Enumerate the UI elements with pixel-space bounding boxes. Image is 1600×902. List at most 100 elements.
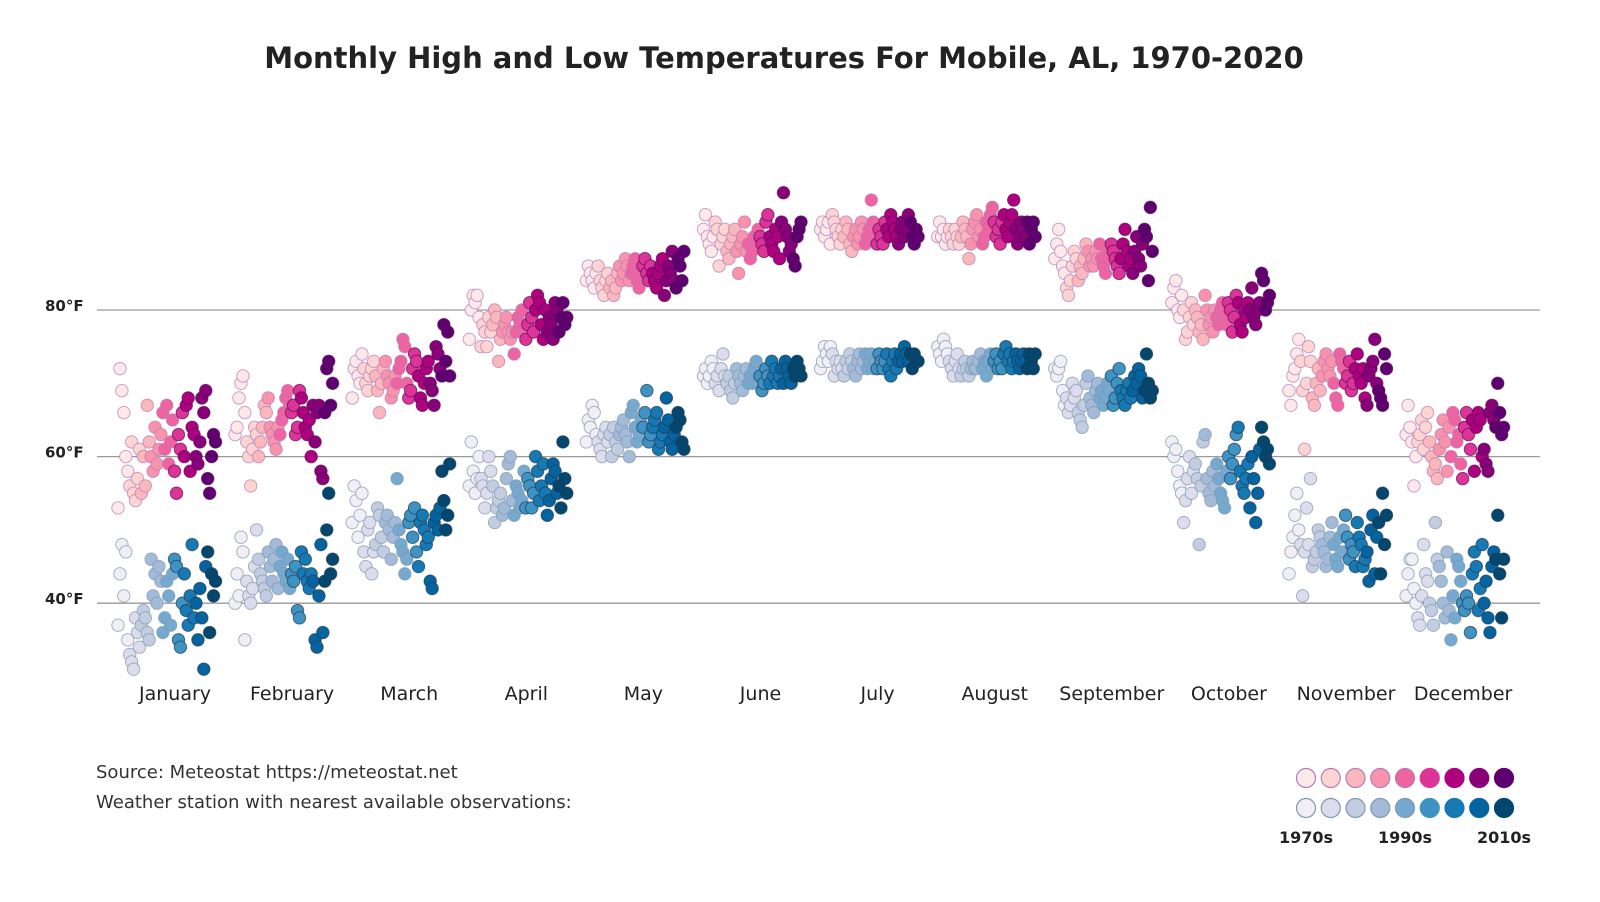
low-temp-point-march-1997: [398, 567, 412, 581]
month-label: April: [505, 683, 548, 705]
low-temp-point-january-2019: [206, 589, 221, 603]
low-temp-point-may-2011: [659, 391, 674, 405]
low-temp-point-october-1972: [1169, 442, 1183, 456]
low-temp-point-april-2014: [548, 464, 562, 478]
low-temp-point-october-2002: [1227, 442, 1242, 456]
high-temp-point-march-2018: [439, 354, 453, 369]
legend-low-swatch: [1370, 797, 1391, 819]
low-temp-point-march-1993: [390, 471, 404, 486]
low-temp-point-november-1981: [1303, 471, 1318, 486]
low-temp-point-november-1974: [1290, 486, 1304, 500]
high-temp-point-february-1986: [259, 405, 273, 420]
high-temp-point-august-2009: [1007, 193, 1021, 207]
low-temp-point-december-1979: [1416, 537, 1431, 552]
high-temp-point-april-2018: [556, 295, 570, 310]
low-temp-point-december-2018: [1493, 567, 1507, 581]
low-temp-point-march-2019: [441, 508, 455, 522]
low-temp-point-december-1971: [1401, 567, 1415, 581]
low-temp-point-december-1995: [1448, 611, 1462, 625]
low-temp-point-october-2014: [1251, 486, 1265, 500]
high-temp-point-february-1983: [253, 435, 268, 449]
high-temp-point-september-2003: [1112, 266, 1126, 281]
low-temp-point-may-2001: [640, 383, 654, 398]
low-temp-point-january-1986: [142, 633, 156, 647]
low-temp-point-november-2020: [1379, 508, 1394, 522]
high-temp-point-november-2010: [1360, 398, 1374, 412]
month-label: July: [860, 683, 895, 705]
high-temp-point-april-2020: [560, 310, 574, 325]
low-temp-point-december-2010: [1477, 596, 1491, 610]
high-temp-point-january-1970: [111, 501, 125, 515]
low-temp-point-february-2019: [323, 567, 338, 581]
high-temp-point-march-2006: [415, 398, 430, 412]
low-temp-point-january-1981: [132, 640, 147, 654]
low-temp-point-may-1994: [626, 398, 640, 412]
low-temp-point-december-1983: [1424, 603, 1439, 618]
low-temp-point-march-2009: [421, 530, 435, 544]
high-temp-point-may-2019: [675, 273, 689, 288]
low-temp-point-april-1980: [482, 449, 496, 464]
high-temp-point-march-2009: [421, 354, 435, 369]
y-tick-label: 60°F: [45, 444, 84, 462]
high-temp-point-december-1993: [1444, 449, 1458, 464]
high-temp-point-january-1992: [154, 427, 168, 442]
low-temp-point-december-2013: [1483, 625, 1497, 640]
high-temp-point-september-2006: [1118, 222, 1132, 237]
high-temp-point-january-2020: [208, 435, 223, 449]
low-temp-point-january-1975: [121, 633, 135, 647]
low-temp-point-november-2019: [1377, 537, 1392, 552]
high-temp-point-june-1988: [731, 266, 746, 281]
low-temp-point-september-1984: [1075, 420, 1089, 434]
low-temp-point-march-1975: [355, 486, 369, 500]
low-temp-point-january-2010: [189, 596, 203, 610]
low-temp-point-december-2019: [1494, 611, 1509, 625]
low-temp-point-december-2011: [1479, 574, 1493, 588]
low-temp-point-march-2020: [443, 457, 457, 471]
high-temp-point-december-1995: [1448, 413, 1462, 427]
high-temp-point-october-2006: [1235, 325, 1249, 339]
high-temp-point-november-1978: [1297, 442, 1312, 456]
low-temp-point-march-1990: [384, 552, 398, 566]
high-temp-point-january-1984: [138, 479, 153, 493]
low-temp-point-october-1984: [1192, 537, 1206, 552]
month-label: February: [250, 683, 334, 705]
low-temp-point-february-1973: [234, 530, 248, 544]
low-temp-point-december-1991: [1440, 545, 1454, 559]
high-temp-point-december-2010: [1477, 442, 1491, 456]
month-label: June: [739, 683, 781, 705]
low-temp-point-april-2017: [554, 501, 568, 515]
low-temp-point-june-1997: [749, 354, 763, 369]
low-temp-point-september-2003: [1112, 361, 1126, 376]
low-temp-point-november-1971: [1284, 545, 1298, 559]
low-temp-point-november-2018: [1375, 486, 1390, 500]
source-note: Source: Meteostat https://meteostat.net: [96, 762, 458, 783]
low-temp-point-march-2011: [425, 581, 439, 596]
low-temp-point-march-2018: [439, 523, 453, 537]
month-label: August: [961, 683, 1028, 705]
month-label: September: [1059, 683, 1164, 705]
low-temp-point-march-1973: [351, 530, 365, 544]
high-temp-point-june-1991: [737, 215, 752, 229]
x-axis-labels: January February March April May June July Augu…: [138, 683, 1513, 705]
high-temp-point-december-1971: [1401, 398, 1415, 412]
low-temp-point-january-1971: [113, 567, 127, 581]
high-temp-point-august-2019: [1026, 215, 1040, 229]
low-temp-point-march-2001: [405, 530, 420, 544]
legend-high-swatch: [1370, 767, 1391, 789]
high-temp-point-june-2009: [772, 251, 787, 266]
high-temp-point-february-1978: [244, 479, 258, 493]
high-temp-point-march-1997: [398, 339, 412, 354]
low-temp-point-january-1978: [126, 662, 141, 676]
low-temp-point-september-1973: [1053, 354, 1068, 369]
month-label: November: [1297, 683, 1396, 705]
high-temp-point-march-2011: [425, 383, 439, 398]
low-temp-point-january-2008: [185, 537, 199, 552]
high-temp-point-august-2008: [1005, 208, 1019, 222]
high-temp-point-february-1974: [236, 369, 250, 383]
low-temp-point-february-1981: [249, 523, 264, 537]
low-temp-point-december-1994: [1446, 589, 1460, 603]
low-temp-point-march-1994: [392, 523, 406, 537]
high-temp-point-september-1972: [1052, 222, 1066, 237]
high-temperature-points: [111, 186, 1511, 515]
high-temp-point-january-1985: [140, 398, 154, 412]
